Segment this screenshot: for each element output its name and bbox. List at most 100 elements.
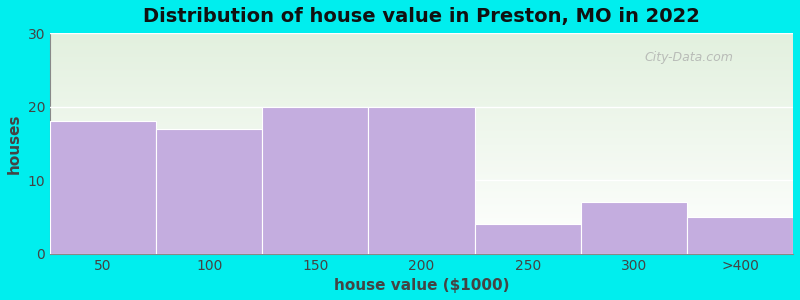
Bar (50, 66, 793, 67)
Bar (50, 124, 793, 126)
Bar (50, 188, 793, 189)
Bar (50, 62, 793, 63)
Bar (50, 54, 793, 55)
Bar (50, 86, 793, 87)
Bar (50, 211, 793, 212)
Bar (50, 157, 793, 158)
Bar (50, 225, 793, 226)
Bar (50, 126, 793, 127)
Bar (50, 94, 793, 95)
Bar (50, 219, 793, 220)
Bar (50, 108, 793, 109)
Bar (50, 164, 793, 165)
Bar (50, 39, 793, 40)
Bar (50, 232, 793, 233)
Bar (50, 51, 793, 52)
Bar (50, 120, 793, 121)
Bar (50, 63, 793, 64)
Bar (50, 207, 793, 208)
Bar (50, 53, 793, 54)
Bar (50, 192, 793, 193)
Bar (50, 162, 793, 163)
Bar (50, 61, 793, 62)
Bar (50, 41, 793, 42)
Bar (50, 129, 793, 130)
Bar (50, 92, 793, 93)
Bar (50, 49, 793, 50)
Bar (50, 216, 793, 217)
Bar (50, 200, 793, 201)
Bar (50, 74, 793, 75)
Bar (50, 246, 793, 247)
Bar (50, 250, 793, 251)
Bar (50, 220, 793, 222)
Bar (50, 234, 793, 235)
Bar (50, 146, 793, 147)
Bar (50, 247, 793, 248)
Bar (50, 112, 793, 114)
Bar (369, 106, 474, 254)
Bar (50, 206, 793, 207)
Bar (50, 148, 793, 149)
Bar (50, 147, 793, 148)
Bar (50, 222, 793, 223)
Bar (50, 96, 793, 97)
Bar (50, 239, 793, 240)
Bar (50, 244, 793, 245)
Bar (50, 140, 793, 141)
Bar (50, 149, 793, 150)
Bar (50, 97, 793, 98)
Bar (50, 84, 793, 85)
Bar (50, 45, 793, 46)
Bar (50, 136, 793, 137)
Bar (50, 98, 793, 99)
Bar (50, 237, 793, 238)
Bar (50, 230, 793, 232)
Bar (50, 88, 793, 89)
Bar (50, 153, 793, 154)
Bar (50, 203, 793, 204)
Bar (50, 205, 793, 206)
Bar (50, 50, 793, 51)
Bar (50, 101, 793, 103)
Bar (50, 236, 793, 237)
Bar (50, 213, 793, 214)
Bar (50, 35, 793, 36)
Bar (50, 57, 793, 59)
Bar (50, 131, 793, 132)
Bar (50, 185, 793, 186)
Bar (50, 80, 793, 82)
Bar (50, 245, 793, 246)
Bar (50, 184, 793, 185)
Bar (50, 40, 793, 41)
Bar (50, 56, 793, 57)
Bar (50, 67, 793, 68)
Bar (50, 117, 793, 118)
Bar (50, 168, 793, 169)
Bar (50, 105, 793, 106)
Bar (50, 202, 793, 203)
Bar (50, 134, 793, 136)
Bar (50, 143, 793, 145)
Bar (50, 152, 793, 153)
Bar (50, 141, 793, 142)
Bar (50, 161, 793, 162)
Bar (50, 178, 793, 180)
Bar (50, 43, 793, 44)
Bar (50, 159, 793, 160)
Bar (50, 150, 793, 151)
Bar (50, 223, 793, 224)
Bar (50, 145, 793, 146)
Bar (50, 122, 793, 124)
Bar (50, 169, 793, 170)
Bar (50, 171, 793, 172)
Bar (50, 87, 793, 88)
Bar (50, 158, 793, 159)
Bar (50, 208, 793, 209)
Bar (50, 165, 793, 166)
Bar (50, 47, 793, 49)
Bar (50, 186, 793, 188)
Bar (50, 99, 793, 100)
Bar (50, 167, 793, 168)
Bar (50, 238, 793, 239)
